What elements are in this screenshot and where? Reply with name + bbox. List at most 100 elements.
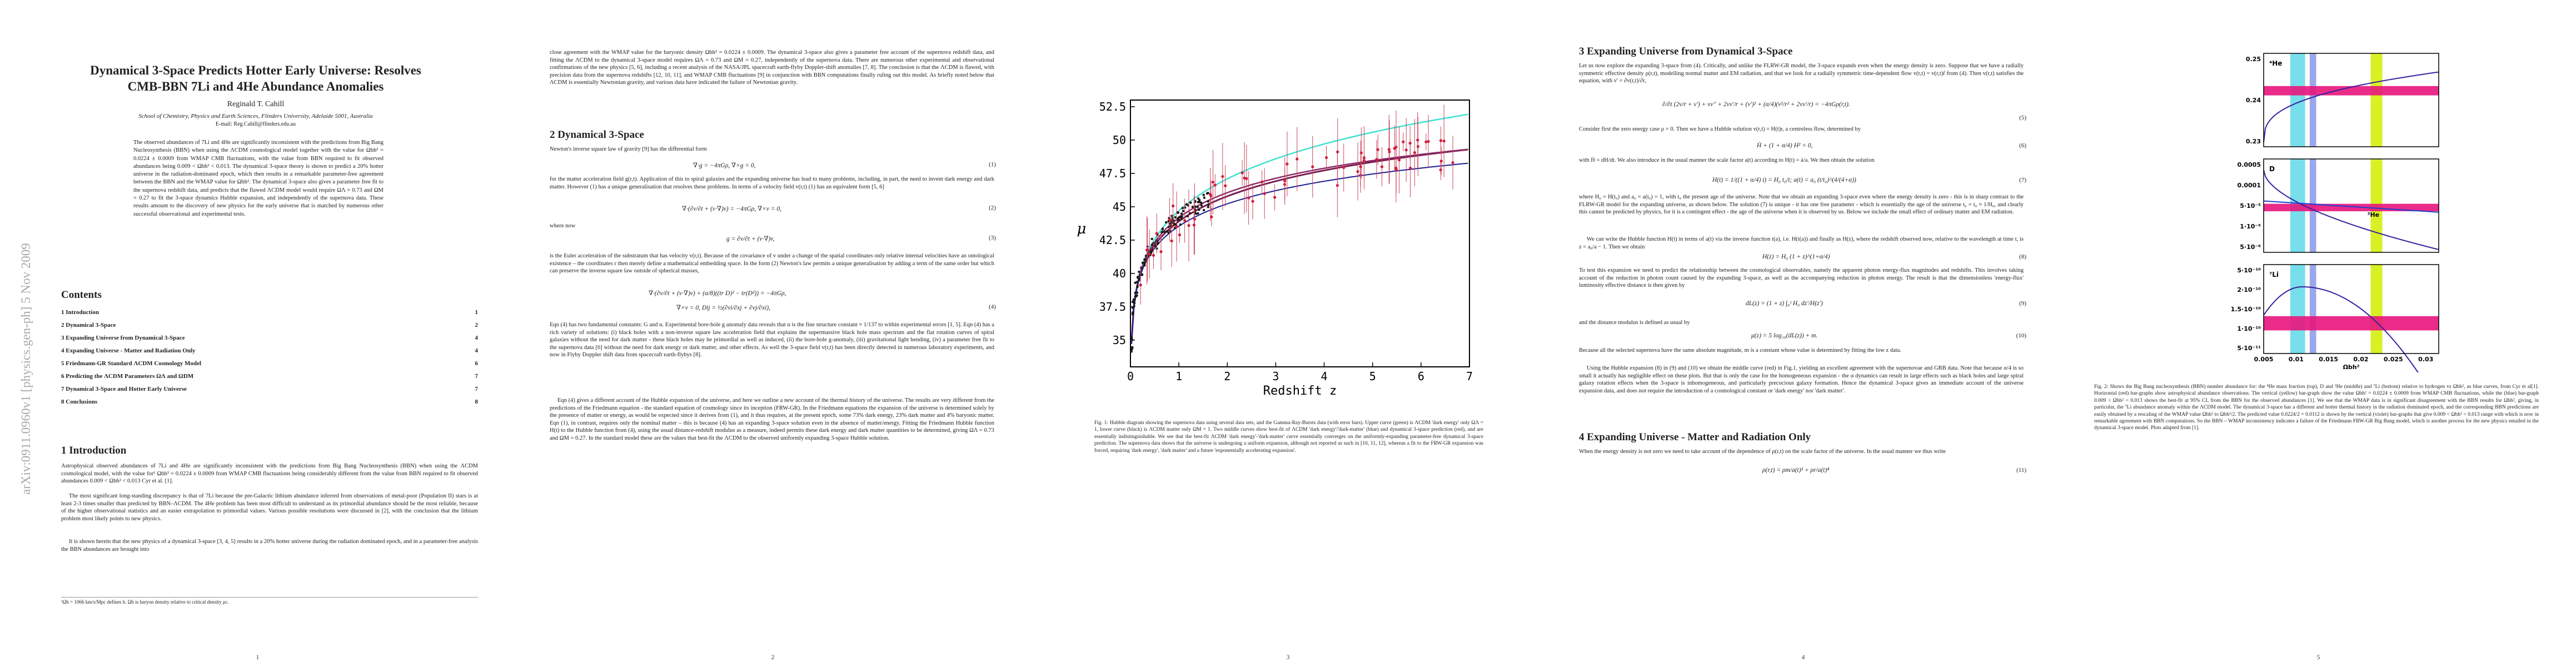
grb-point: [1404, 148, 1408, 152]
sec2-paragraph-3: is the Euler acceleration of the substra…: [550, 253, 994, 275]
grb-point: [1375, 158, 1378, 161]
toc-entry[interactable]: 7 Dynamical 3-Space and Hotter Early Uni…: [61, 386, 478, 399]
y-tick-label: 50: [1113, 133, 1126, 147]
figure-1-caption: Fig. 1: Hubble diagram showing the super…: [1094, 420, 1483, 454]
supernova-point: [1136, 291, 1139, 294]
y-tick-label: 52.5: [1099, 100, 1126, 113]
supernova-point: [1194, 212, 1198, 215]
supernova-point: [1143, 261, 1146, 265]
toc-entry[interactable]: 4 Expanding Universe - Matter and Radiat…: [61, 347, 478, 360]
equation-7: H(t) = 1/((1 + α/4) t) = H₀ t₀/t; a(t) =…: [1712, 177, 1856, 183]
x-tick-label: 5: [1369, 370, 1376, 383]
sec4-paragraph-1: When the energy density is not zero we n…: [1579, 449, 1946, 455]
sec1-paragraph-1: Astrophysical observed abundances of 7Li…: [61, 463, 478, 485]
supernova-point: [1188, 212, 1191, 215]
page-3: 0 1 2 3 4 5 6 7 35 37.5 40 42.5 45 47.5 50 52.5 Redshift…: [1030, 0, 1546, 667]
section-3-heading: 3 Expanding Universe from Dynamical 3-Sp…: [1579, 46, 1793, 57]
grb-point: [1388, 150, 1391, 153]
y-tick-label: 5·10⁻⁶: [2240, 243, 2261, 251]
curve-lcdm: [1130, 148, 1468, 344]
toc-entry[interactable]: 6 Predicting the ΛCDM Parameters ΩΛ and …: [61, 373, 478, 386]
supernova-point: [1191, 205, 1194, 208]
toc-entry-page: 8: [475, 399, 479, 405]
toc-entry[interactable]: 1 Introduction 1: [61, 309, 478, 322]
toc-entry-page: 1: [475, 309, 479, 316]
panel-frame: [2263, 158, 2439, 253]
bbn-prediction-curve: [2263, 71, 2439, 142]
equation-9: dL(z) = (1 + z) ∫₀ᶻ H₀ dz'/H(z'): [1746, 300, 1823, 307]
supernova-point: [1165, 230, 1169, 233]
supernova-point: [1200, 201, 1203, 205]
sec3-paragraph-1: Let us now explore the expanding 3-space…: [1579, 63, 2024, 84]
grb-point: [1211, 181, 1215, 184]
email[interactable]: E-mail: Reg.Cahill@flinders.edu.au: [215, 121, 296, 127]
supernova-point: [1136, 285, 1139, 288]
species-label: D: [2269, 165, 2275, 173]
y-tick-label: 1·10⁻¹⁰: [2237, 325, 2261, 332]
eq-number-5: (5): [2019, 115, 2026, 121]
eq-number-6: (6): [2019, 142, 2026, 149]
y-tick-label: 42.5: [1099, 233, 1126, 247]
supernova-point: [1181, 207, 1184, 210]
eq-number-1: (1): [989, 161, 996, 168]
eq-number-9: (9): [2019, 300, 2026, 307]
grb-point: [1283, 179, 1287, 183]
grb-point: [1175, 225, 1178, 228]
supernova-point: [1207, 203, 1210, 206]
toc-entry[interactable]: 2 Dynamical 3-Space 2: [61, 322, 478, 335]
deuterium-helium-3-abundance-panel: 0.0005 0.0001 5·10⁻⁵ 1·10⁻⁵ 5·10⁻⁶ D ³He: [2238, 158, 2439, 253]
supernova-point: [1144, 255, 1148, 257]
sec3-paragraph-8: Using the Hubble expansion (8) in (9) an…: [1579, 365, 2024, 394]
toc-entry[interactable]: 3 Expanding Universe from Dynamical 3-Sp…: [61, 335, 478, 347]
supernova-point: [1133, 305, 1135, 308]
sec2-paragraph-1: Newton's inverse square law of gravity […: [550, 146, 707, 152]
grb-point: [1240, 171, 1244, 175]
y-tick-label: 0.25: [2246, 56, 2261, 63]
toc-entry[interactable]: 5 Friedmann-GR Standard ΛCDM Cosmology M…: [61, 360, 478, 373]
supernova-point: [1184, 206, 1187, 209]
supernova-point: [1140, 273, 1144, 276]
grb-point: [1139, 283, 1142, 287]
toc-entry-title: 8 Conclusions: [61, 399, 98, 405]
dynamical-3space-band: [2309, 53, 2316, 147]
supernova-point: [1203, 196, 1206, 199]
sec3-paragraph-5: We can write the Hubble function H(t) in…: [1579, 236, 2024, 250]
figure-2-caption: Fig. 2: Shows the Big Bang nucleosynthes…: [2094, 384, 2539, 431]
grb-point: [1155, 232, 1158, 235]
supernova-point: [1139, 266, 1143, 270]
author: Reginald T. Cahill: [227, 100, 285, 108]
supernova-point: [1130, 338, 1134, 341]
eq-number-10: (10): [2016, 332, 2026, 339]
supernova-point: [1197, 197, 1200, 200]
sec2-paragraph-2: for the matter acceleration field g(r,t)…: [550, 176, 994, 190]
sec2-paragraph-5: Eqn (4) gives a different account of the…: [550, 397, 994, 441]
equation-8: H(z) = H₀ (1 + z)^(1+α/4): [1762, 253, 1830, 260]
page-5: 0.25 0.24 0.23 ⁴He 0.0005 0.0001 5·10⁻⁵ 1·10⁻⁵…: [2061, 0, 2576, 667]
grb-point: [1192, 223, 1195, 227]
grb-point: [1263, 192, 1266, 195]
supernova-point: [1134, 281, 1137, 285]
observed-abundance-band: [2264, 316, 2439, 331]
y-tick-label: 40: [1113, 267, 1126, 280]
y-tick-label: 47.5: [1099, 167, 1126, 180]
grb-point: [1416, 138, 1419, 142]
toc-entry-page: 4: [475, 335, 479, 341]
equation-2: ∇·(∂v/∂t + (v·∇)v) = −4πGρ, ∇×v = 0,: [682, 206, 782, 212]
y-tick-label: 0.23: [2246, 138, 2261, 145]
supernova-point: [1185, 203, 1188, 206]
supernova-point: [1130, 350, 1133, 353]
toc-entry[interactable]: 8 Conclusions 8: [61, 399, 478, 411]
supernova-point: [1202, 208, 1205, 212]
grb-point: [1260, 180, 1264, 183]
page-2: close agreement with the WMAP value for …: [515, 0, 1030, 667]
supernova-point: [1160, 231, 1163, 234]
grb-point: [1178, 233, 1182, 237]
y-tick-label: 5·10⁻⁵: [2240, 202, 2261, 210]
toc-entry-page: 6: [475, 360, 479, 367]
arxiv-stamp[interactable]: arXiv:0911.0960v1 [physics.gen-ph] 5 Nov…: [6, 83, 39, 506]
supernova-point: [1132, 298, 1135, 301]
supernova-point: [1130, 336, 1133, 339]
toc-entry-title: 7 Dynamical 3-Space and Hotter Early Uni…: [61, 386, 187, 392]
toc-entry-page: 2: [475, 322, 479, 328]
equation-1: ∇·g = −4πGρ, ∇×g = 0,: [693, 162, 756, 169]
